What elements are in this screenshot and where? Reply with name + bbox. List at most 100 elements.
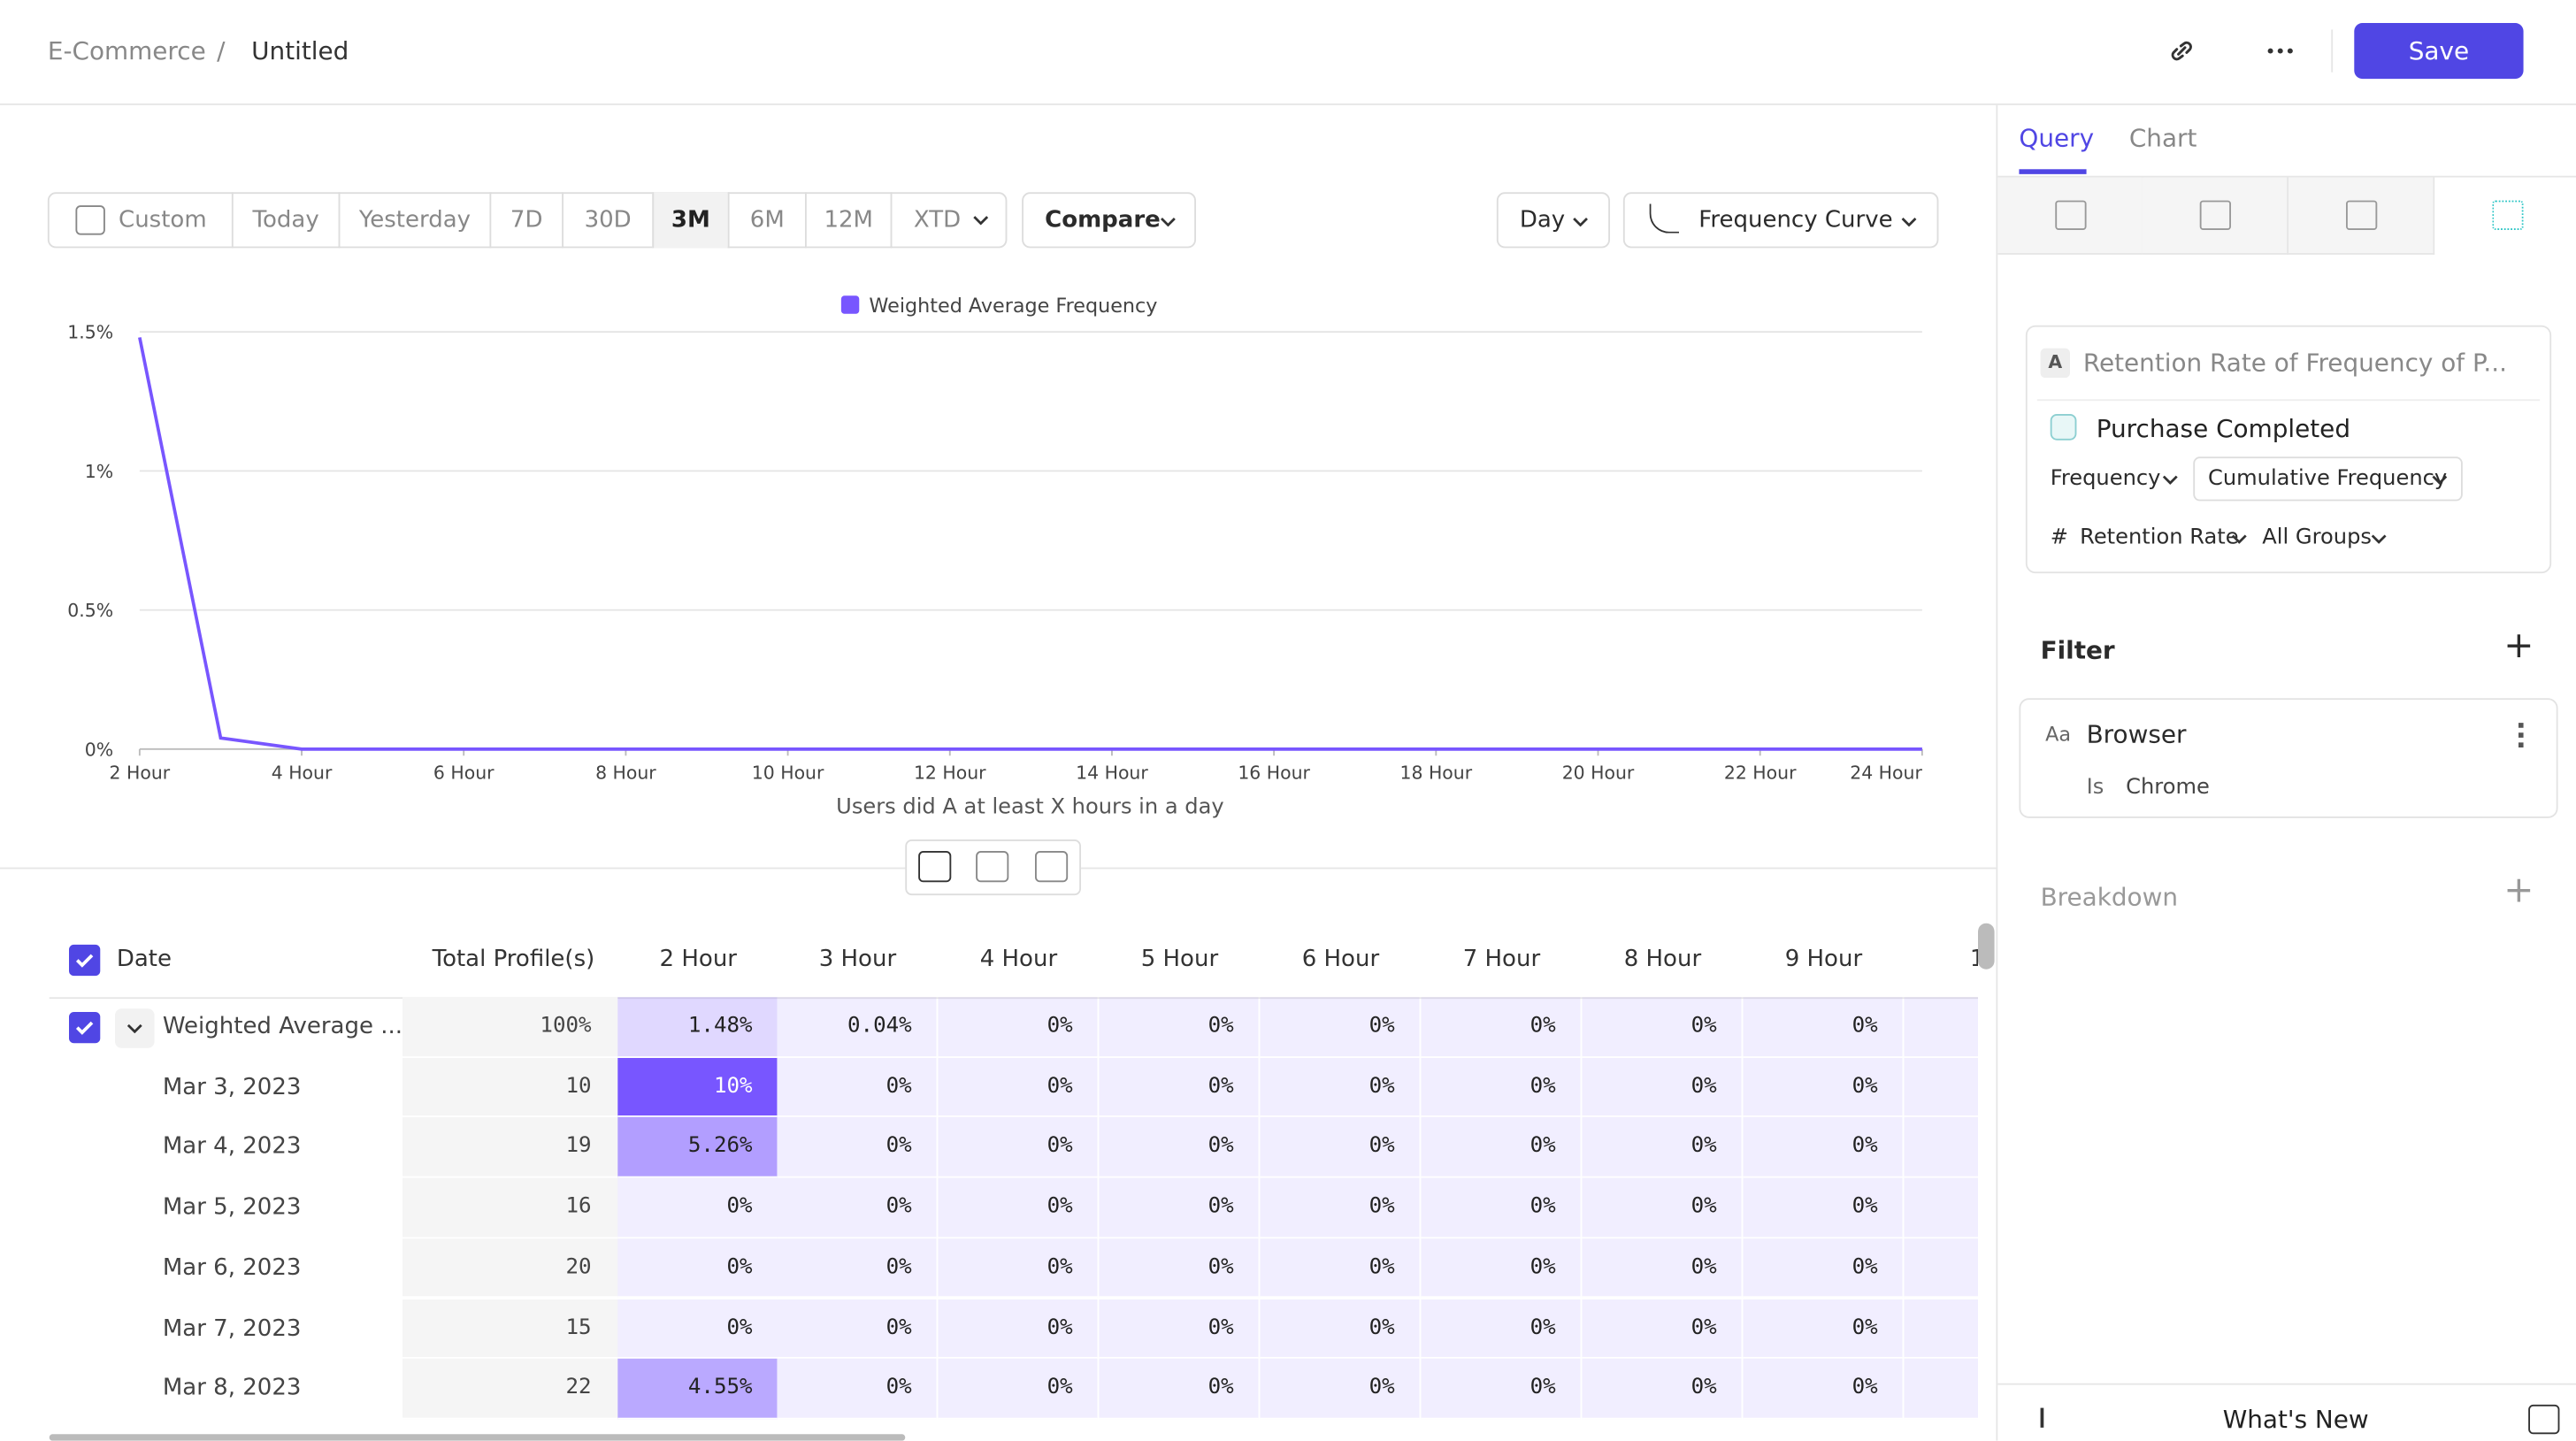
chart-type-tab[interactable] — [1997, 177, 2144, 255]
chevron — [1573, 218, 1588, 227]
value-cell: 0% — [938, 1177, 1098, 1238]
row-label: Mar 5, 2023 — [162, 1194, 302, 1222]
view-icon[interactable] — [1035, 851, 1069, 883]
range-button[interactable]: XTD — [890, 192, 1006, 249]
row-rule — [402, 1117, 1979, 1120]
value-cell: 0% — [777, 1057, 937, 1118]
value-cell: 0% — [1260, 1238, 1420, 1299]
checkbox[interactable] — [69, 1012, 101, 1044]
save-button[interactable]: Save — [2354, 23, 2524, 80]
chart-type-tab[interactable] — [2142, 177, 2289, 255]
compare-button[interactable]: Compare — [1022, 192, 1197, 249]
y-tick-label: 0.5% — [67, 600, 113, 621]
check — [75, 1021, 94, 1035]
value-cell: 0% — [1260, 1117, 1420, 1178]
table: Date Total Profile(s) 2 Hour 3 Hour 4 Hour 5 … — [0, 920, 1979, 1441]
header-rule — [0, 103, 2576, 105]
value-cell: 0% — [1582, 1117, 1742, 1178]
tab[interactable]: Query — [2019, 123, 2095, 153]
value-cell: 0% — [617, 1299, 778, 1360]
event-name: Purchase Completed — [2096, 414, 2351, 444]
value-cell: 0% — [938, 1238, 1098, 1299]
value-cell — [1904, 1299, 1979, 1360]
value-cell: 0% — [1582, 997, 1742, 1058]
view-icon[interactable] — [976, 851, 1009, 883]
x-tick-label: 12 Hour — [914, 762, 986, 783]
value-cell: 0% — [1099, 1359, 1259, 1420]
value-cell: 0% — [1582, 1177, 1742, 1238]
range-button[interactable]: Custom — [119, 207, 207, 234]
kebab[interactable] — [2518, 723, 2525, 748]
column-header: 10 — [1904, 947, 1978, 973]
y-tick-label: 1% — [85, 461, 113, 482]
value-cell: 0% — [1260, 1057, 1420, 1118]
value-cell: 0% — [1260, 1177, 1420, 1238]
v-scrollbar[interactable] — [1978, 923, 1995, 970]
value-cell: 0% — [1582, 1057, 1742, 1118]
view-icon[interactable] — [918, 851, 952, 883]
aggregate-dropdown[interactable]: Retention Rate — [2080, 525, 2239, 551]
total-cell: 15 — [402, 1299, 618, 1360]
range-button[interactable]: 30D — [562, 192, 652, 249]
x-tick-label: 20 Hour — [1562, 762, 1635, 783]
row-label: Mar 6, 2023 — [162, 1254, 302, 1282]
aggregate-dropdown[interactable]: All Groups — [2262, 525, 2372, 551]
column-header: 5 Hour — [1140, 946, 1219, 973]
range-button[interactable]: 7D — [489, 192, 562, 249]
chart-type-icon — [2199, 200, 2232, 231]
checkbox[interactable] — [69, 944, 101, 977]
expand-button[interactable] — [115, 1008, 155, 1048]
whats-new[interactable]: What's New — [2222, 1404, 2369, 1435]
range-button[interactable]: Today — [231, 192, 339, 249]
row-label: Mar 8, 2023 — [162, 1375, 302, 1402]
measure-dropdown[interactable]: Frequency — [2050, 466, 2161, 492]
value-cell: 0% — [1421, 1177, 1581, 1238]
row-rule — [402, 1299, 1979, 1300]
value-cell — [1904, 997, 1979, 1058]
icon-tab-row — [1997, 175, 2576, 178]
metric-title: Retention Rate of Frequency of P... — [2082, 348, 2507, 379]
add-button[interactable]: + — [2503, 870, 2534, 912]
value-cell: 0% — [938, 1057, 1098, 1118]
chart-type-tab[interactable] — [2434, 177, 2576, 255]
more-icon[interactable] — [2266, 40, 2295, 63]
interval-button[interactable]: Day — [1496, 192, 1611, 249]
value-cell: 0% — [1421, 997, 1581, 1058]
column-header: 3 Hour — [818, 946, 897, 973]
value-cell: 0% — [1582, 1238, 1742, 1299]
value-cell: 0% — [938, 997, 1098, 1058]
row-label: Weighted Average ... — [162, 1013, 403, 1040]
value-cell: 0% — [938, 1359, 1098, 1420]
value-cell: 0% — [1582, 1359, 1742, 1420]
collapse-icon[interactable] — [2020, 1407, 2044, 1428]
panel-icon[interactable] — [2528, 1404, 2560, 1435]
column-header: Date — [116, 946, 172, 973]
check — [75, 954, 94, 968]
measure-dropdown[interactable]: Cumulative Frequency — [2208, 466, 2448, 492]
value-cell: 0% — [1260, 1299, 1420, 1360]
range-button[interactable]: 6M — [727, 192, 805, 249]
breadcrumb: Untitled — [251, 35, 349, 66]
link-icon[interactable] — [2167, 36, 2196, 65]
add-button[interactable]: + — [2503, 625, 2534, 668]
value-cell: 0% — [1099, 1057, 1259, 1118]
value-cell: 5.26% — [617, 1117, 778, 1178]
view-toggle — [905, 839, 1082, 896]
line — [138, 337, 1922, 751]
section-title: Breakdown — [2040, 882, 2179, 912]
value-cell: 0% — [1099, 1117, 1259, 1178]
range-button[interactable]: 12M — [805, 192, 891, 249]
chart-type-tab[interactable] — [2288, 177, 2435, 255]
row-rule — [402, 1359, 1979, 1361]
value-cell: 0% — [1743, 1117, 1903, 1178]
tab[interactable]: Chart — [2128, 123, 2197, 153]
value-cell — [1904, 1117, 1979, 1178]
total-cell: 100% — [402, 997, 618, 1058]
h-scrollbar[interactable] — [49, 1434, 906, 1441]
range-button[interactable]: 3M — [652, 192, 728, 249]
range-button[interactable]: Yesterday — [338, 192, 490, 249]
row-rule — [402, 1419, 1979, 1422]
column-header: 2 Hour — [659, 946, 738, 973]
chart-type-button[interactable]: Frequency Curve — [1622, 192, 1939, 249]
range-group — [47, 192, 1008, 249]
